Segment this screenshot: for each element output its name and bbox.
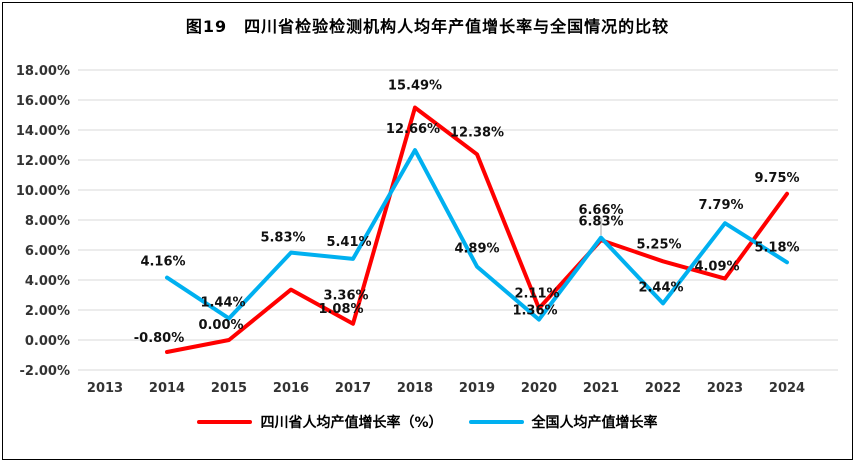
legend-label-sichuan: 四川省人均产值增长率（%）	[260, 415, 443, 431]
data-label: 1.36%	[512, 304, 557, 319]
data-label: 5.18%	[754, 240, 799, 255]
legend-item-sichuan: 四川省人均产值增长率（%）	[197, 412, 443, 432]
data-label: 15.49%	[388, 79, 442, 94]
series-line-0	[165, 105, 789, 354]
data-label: 7.79%	[698, 198, 743, 213]
data-label: 9.75%	[754, 171, 799, 186]
x-axis-tick-label: 2020	[521, 381, 557, 396]
y-axis-tick-label: 8.00%	[25, 214, 70, 229]
y-axis-tick-label: -2.00%	[20, 364, 71, 379]
legend-line-swatch-red	[197, 420, 253, 424]
series-line-1	[165, 148, 789, 322]
x-axis-tick-label: 2021	[583, 381, 619, 396]
data-label: 12.66%	[386, 122, 440, 137]
data-label: 4.09%	[694, 260, 739, 275]
data-label: 5.83%	[260, 231, 305, 246]
x-axis-tick-label: 2024	[769, 381, 805, 396]
legend-item-national: 全国人均产值增长率	[468, 412, 658, 432]
x-axis-tick-label: 2018	[397, 381, 433, 396]
y-axis-tick-label: 14.00%	[16, 124, 70, 139]
chart-title: 图19 四川省检验检测机构人均年产值增长率与全国情况的比较	[185, 17, 670, 36]
data-label: 6.66%	[578, 203, 623, 218]
x-axis-tick-label: 2015	[211, 381, 247, 396]
data-label: 1.44%	[200, 295, 245, 310]
y-axis-tick-label: 12.00%	[16, 154, 70, 169]
x-axis-tick-label: 2023	[707, 381, 743, 396]
data-label: 4.16%	[140, 255, 185, 270]
y-axis-tick-label: 16.00%	[16, 94, 70, 109]
data-label: -0.80%	[134, 331, 185, 346]
legend-line-swatch-blue	[468, 420, 524, 424]
data-label: 0.00%	[198, 318, 243, 333]
x-axis-tick-label: 2014	[149, 381, 185, 396]
x-axis-tick-label: 2019	[459, 381, 495, 396]
y-axis-tick-label: 0.00%	[25, 334, 70, 349]
data-label: 3.36%	[323, 289, 368, 304]
x-axis-tick-label: 2022	[645, 381, 681, 396]
data-label: 6.83%	[578, 215, 623, 230]
x-axis-tick-label: 2016	[273, 381, 309, 396]
data-label: 12.38%	[450, 125, 504, 140]
data-label: 4.89%	[454, 242, 499, 257]
y-axis-tick-label: 10.00%	[16, 184, 70, 199]
data-label: 5.41%	[326, 235, 371, 250]
x-axis-tick-label: 2013	[87, 381, 123, 396]
legend-label-national: 全国人均产值增长率	[531, 415, 658, 431]
chart-legend: 四川省人均产值增长率（%） 全国人均产值增长率	[0, 406, 855, 438]
data-label: 1.08%	[318, 302, 363, 317]
data-label: 2.44%	[638, 280, 683, 295]
y-axis-tick-label: 18.00%	[16, 64, 70, 79]
y-axis-tick-label: 4.00%	[25, 274, 70, 289]
y-axis-tick-label: 6.00%	[25, 244, 70, 259]
x-axis-tick-label: 2017	[335, 381, 371, 396]
data-label: 2.11%	[514, 286, 559, 301]
y-axis-tick-label: 2.00%	[25, 304, 70, 319]
data-label: 5.25%	[636, 237, 681, 252]
